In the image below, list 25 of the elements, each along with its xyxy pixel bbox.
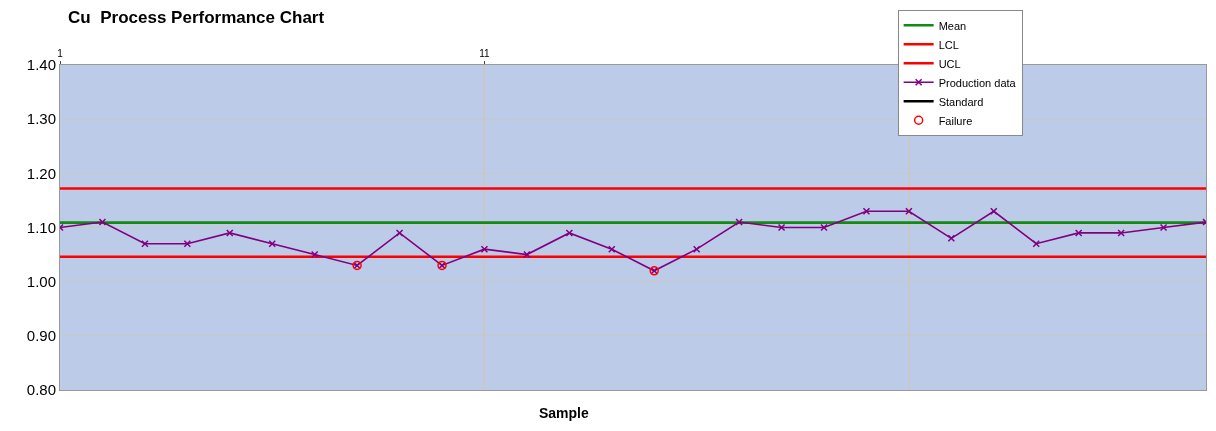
y-tick-label: 1.30 (26, 110, 56, 128)
point (1159, 223, 1168, 232)
y-tick-label: 0.90 (26, 327, 56, 345)
point (990, 207, 998, 215)
point (1032, 240, 1040, 248)
legend-label: Failure (938, 114, 973, 127)
y-tick-label: 1.40 (26, 56, 56, 74)
legend-label: Production data (938, 76, 1017, 89)
legend-label: LCL (938, 38, 959, 51)
point (268, 240, 276, 248)
x-axis-title: Sample (539, 405, 590, 421)
y-tick-label: 0.80 (26, 381, 56, 399)
legend-label: UCL (938, 57, 961, 70)
x-tick-label: 11 (479, 48, 491, 59)
legend-label: Mean (938, 19, 967, 32)
x-tick-label: 1 (57, 48, 64, 59)
point (735, 218, 743, 226)
legend-label: Standard (938, 95, 984, 108)
y-tick-label: 1.00 (26, 272, 56, 290)
point (1117, 229, 1125, 237)
point (947, 234, 956, 243)
point (777, 223, 786, 232)
y-tick-label: 1.20 (26, 164, 56, 182)
y-tick-label: 1.10 (26, 218, 56, 236)
chart-title: Cu Process Performance Chart (68, 7, 325, 27)
